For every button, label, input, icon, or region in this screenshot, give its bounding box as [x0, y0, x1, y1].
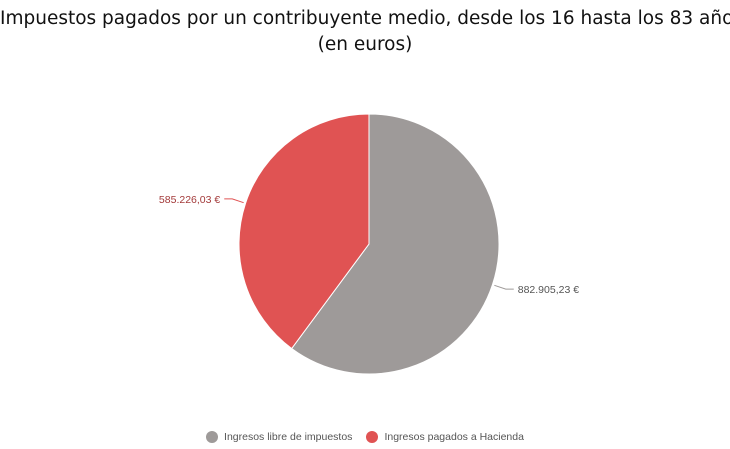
legend-label-2: Ingresos pagados a Hacienda	[384, 431, 524, 443]
legend-item-2[interactable]: Ingresos pagados a Hacienda	[366, 431, 524, 443]
data-label-2: 585.226,03 €	[159, 194, 220, 206]
data-label-1: 882.905,23 €	[518, 284, 579, 296]
legend-swatch-1	[206, 431, 219, 443]
chart-title-line-2: (en euros)	[317, 34, 413, 55]
chart-title: Impuestos pagados por un contribuyente m…	[0, 6, 730, 58]
legend-label-1: Ingresos libre de impuestos	[224, 431, 353, 443]
leader-line-2	[224, 198, 244, 204]
pie-slice-2	[238, 113, 370, 350]
leader-line-1	[494, 284, 514, 290]
pie-slice-1	[290, 113, 500, 375]
chart-legend: Ingresos libre de impuestos Ingresos paga…	[0, 431, 730, 443]
legend-swatch-2	[366, 431, 379, 443]
chart-title-line-1: Impuestos pagados por un contribuyente m…	[0, 8, 730, 29]
legend-item-1[interactable]: Ingresos libre de impuestos	[206, 431, 352, 443]
